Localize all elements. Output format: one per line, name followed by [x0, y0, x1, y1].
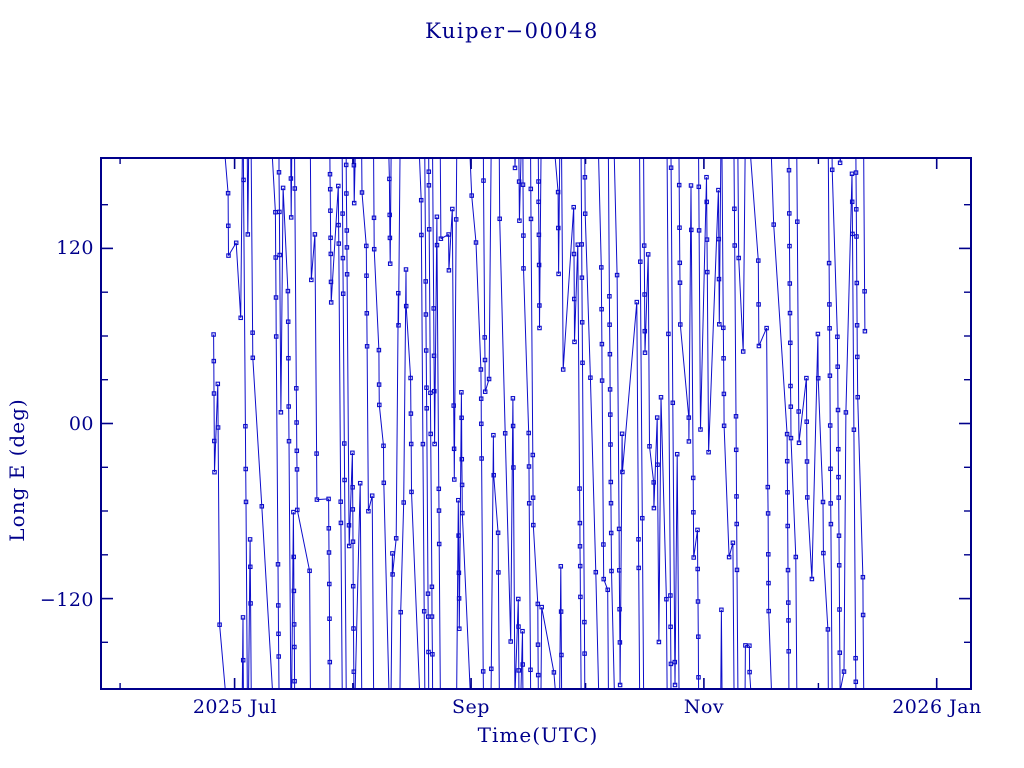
plot-box: [100, 157, 972, 690]
y-tick-label-120: 120: [56, 237, 94, 259]
y-tick-label-neg120: −120: [40, 589, 94, 611]
y-axis-label: Long E (deg): [5, 398, 29, 541]
data-markers: [211, 160, 868, 688]
x-tick-label-2025-jul: 2025 Jul: [193, 696, 277, 718]
chart-title: Kuiper−00048: [425, 19, 599, 43]
x-axis-label: Time(UTC): [478, 723, 599, 747]
x-tick-label-2026-jan: 2026 Jan: [892, 696, 982, 718]
y-tick-label-00: 00: [69, 413, 94, 435]
x-tick-label-sep: Sep: [452, 696, 490, 718]
x-tick-label-nov: Nov: [684, 696, 724, 718]
axis-ticks: [101, 158, 971, 689]
data-series: [211, 158, 868, 689]
